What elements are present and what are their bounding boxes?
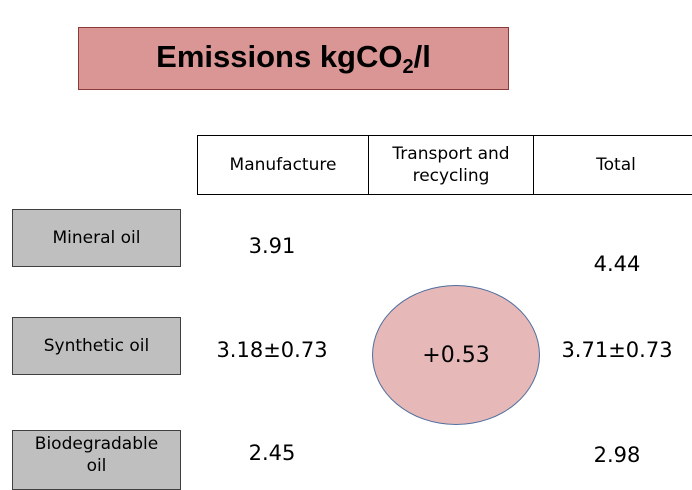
header-cell: Transport and recycling [369, 136, 534, 194]
transport-circle: +0.53 [372, 285, 540, 425]
header-cell: Manufacture [198, 136, 369, 194]
title-main: Emissions kgCO [156, 38, 403, 74]
title: Emissions kgCO2/l [156, 39, 431, 79]
transport-value: +0.53 [422, 342, 490, 368]
manufacture-value: 3.18±0.73 [216, 338, 328, 362]
title-suffix: /l [413, 38, 431, 74]
header-cell: Total [596, 155, 636, 175]
manufacture-value: 2.45 [248, 441, 296, 465]
title-subscript: 2 [402, 55, 414, 78]
total-value: 2.98 [593, 443, 641, 467]
row-label: Biodegradable oil [12, 430, 181, 490]
total-value: 3.71±0.73 [561, 338, 673, 362]
table-header: Manufacture Transport and recycling Tota… [197, 135, 692, 195]
row-label: Mineral oil [12, 209, 181, 267]
manufacture-value: 3.91 [248, 234, 296, 258]
total-value: 4.44 [593, 252, 641, 276]
row-label: Synthetic oil [12, 317, 181, 375]
title-box: Emissions kgCO2/l [78, 27, 509, 90]
